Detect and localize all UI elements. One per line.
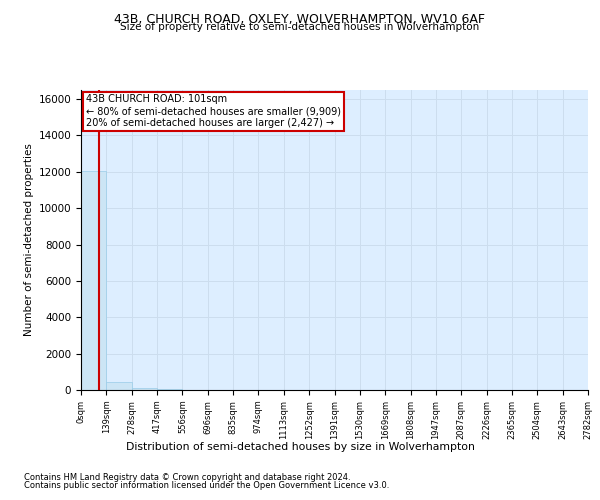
Text: 43B, CHURCH ROAD, OXLEY, WOLVERHAMPTON, WV10 6AF: 43B, CHURCH ROAD, OXLEY, WOLVERHAMPTON, … — [115, 12, 485, 26]
Bar — [81, 171, 106, 390]
Text: Contains HM Land Registry data © Crown copyright and database right 2024.: Contains HM Land Registry data © Crown c… — [24, 472, 350, 482]
Text: 43B CHURCH ROAD: 101sqm
← 80% of semi-detached houses are smaller (9,909)
20% of: 43B CHURCH ROAD: 101sqm ← 80% of semi-de… — [86, 94, 341, 128]
Bar — [132, 388, 157, 390]
Bar — [157, 389, 182, 390]
Text: Distribution of semi-detached houses by size in Wolverhampton: Distribution of semi-detached houses by … — [125, 442, 475, 452]
Text: Contains public sector information licensed under the Open Government Licence v3: Contains public sector information licen… — [24, 481, 389, 490]
Text: Size of property relative to semi-detached houses in Wolverhampton: Size of property relative to semi-detach… — [121, 22, 479, 32]
Bar — [106, 382, 132, 390]
Y-axis label: Number of semi-detached properties: Number of semi-detached properties — [25, 144, 34, 336]
